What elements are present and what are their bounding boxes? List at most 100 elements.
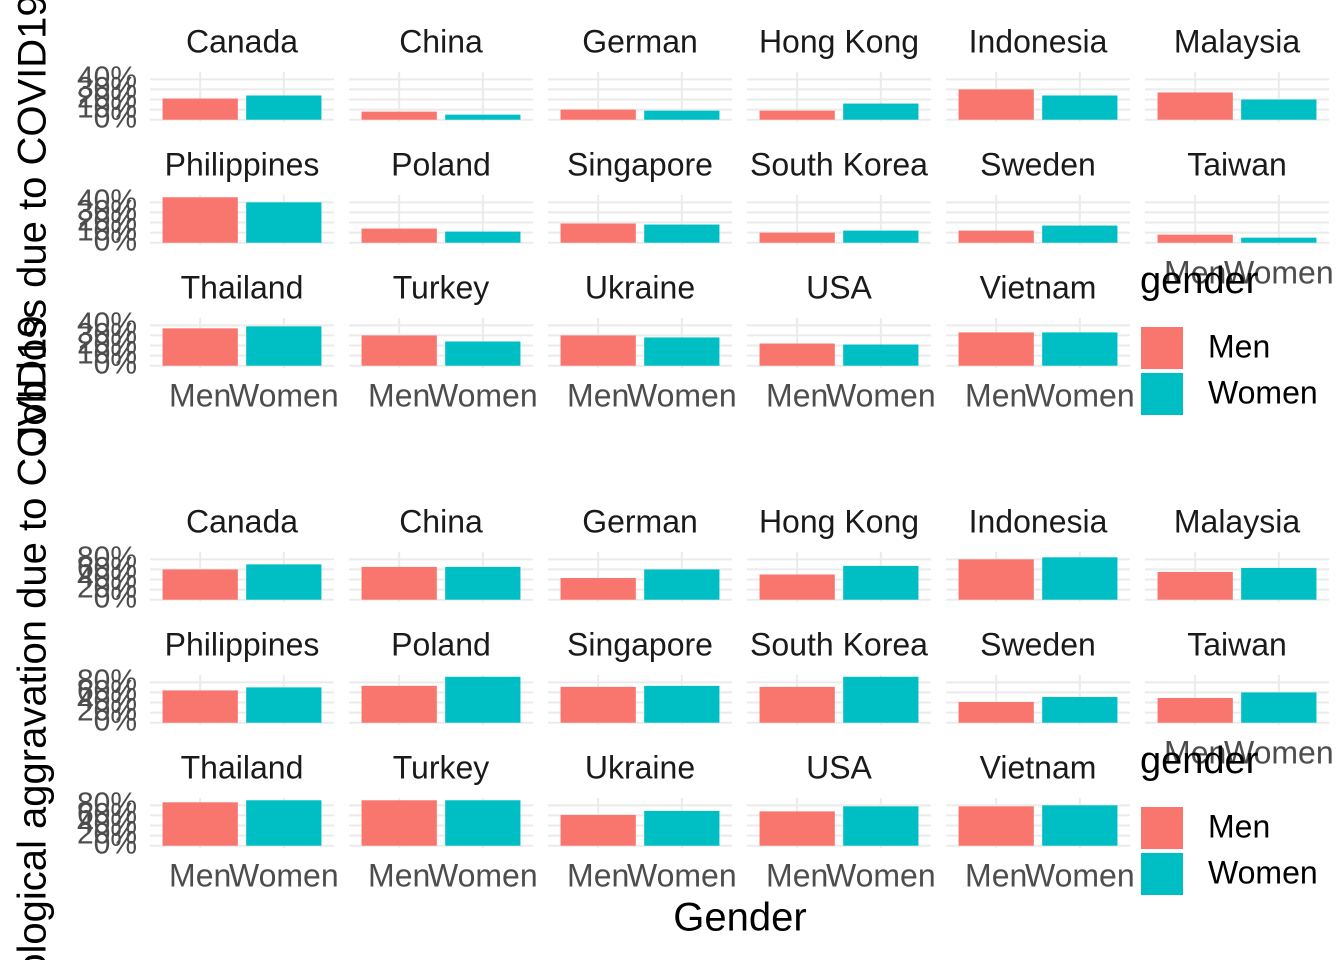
x-tick-label: Men	[766, 857, 828, 893]
bar	[1042, 696, 1118, 723]
legend-key	[1141, 373, 1183, 415]
strip-label: South Korea	[750, 626, 928, 662]
bar	[445, 800, 521, 846]
bar	[843, 344, 919, 366]
bar	[958, 806, 1034, 846]
bar	[1157, 571, 1233, 600]
bar	[560, 578, 636, 600]
bar	[162, 802, 238, 846]
bar	[759, 686, 835, 723]
y-tick-label: 0%	[94, 828, 137, 861]
legend-key	[1141, 853, 1183, 895]
y-tick-label: 80%	[77, 664, 137, 697]
x-tick-label: Women	[428, 857, 538, 893]
y-tick-label: 40%	[77, 684, 137, 717]
y-tick-label: 20%	[77, 327, 137, 360]
strip-label: Singapore	[567, 146, 713, 182]
bar	[361, 566, 437, 600]
bar	[1241, 237, 1317, 243]
y-tick-label: 10%	[77, 215, 137, 248]
bar	[246, 202, 322, 243]
x-tick-label: Men	[368, 857, 430, 893]
x-tick-label: Men	[169, 857, 231, 893]
y-tick-label: 80%	[77, 787, 137, 820]
y-tick-label: 40%	[77, 807, 137, 840]
y-tick-label: 20%	[77, 572, 137, 605]
bar	[361, 335, 437, 366]
legend-key	[1141, 807, 1183, 849]
strip-label: China	[399, 503, 483, 539]
y-tick-label: 60%	[77, 551, 137, 584]
bar	[1042, 805, 1118, 846]
strip-label: Poland	[391, 146, 491, 182]
bar	[162, 690, 238, 723]
legend-title: gender	[1140, 740, 1259, 782]
bar	[644, 337, 720, 366]
y-tick-label: 40%	[77, 184, 137, 217]
bar	[958, 559, 1034, 600]
x-tick-label: Women	[1224, 734, 1334, 770]
bar	[1241, 692, 1317, 723]
bar	[560, 335, 636, 366]
y-tick-label: 60%	[77, 674, 137, 707]
y-tick-label: 40%	[77, 61, 137, 94]
strip-label: Vietnam	[980, 269, 1097, 305]
bar	[560, 686, 636, 723]
x-tick-label: Women	[1025, 857, 1135, 893]
bar	[246, 326, 322, 366]
bar	[1042, 557, 1118, 600]
bar	[843, 103, 919, 120]
bar	[1042, 95, 1118, 120]
bar	[1241, 567, 1317, 600]
y-tick-label: 0%	[94, 582, 137, 615]
y-tick-label: 30%	[77, 194, 137, 227]
legend-label: Men	[1208, 808, 1270, 844]
strip-label: Thailand	[181, 269, 304, 305]
y-tick-label: 20%	[77, 81, 137, 114]
y-tick-label: 0%	[94, 705, 137, 738]
bar	[445, 114, 521, 120]
bar	[560, 814, 636, 846]
bar	[843, 806, 919, 846]
y-tick-label: 30%	[77, 317, 137, 350]
legend-title: gender	[1140, 260, 1259, 302]
strip-label: Turkey	[393, 749, 490, 785]
bar	[1241, 99, 1317, 120]
y-tick-label: 40%	[77, 561, 137, 594]
legend-label: Women	[1208, 374, 1318, 410]
x-tick-label: Women	[229, 377, 339, 413]
y-tick-label: 40%	[77, 307, 137, 340]
bar	[644, 685, 720, 723]
bar	[644, 569, 720, 600]
y-tick-label: 20%	[77, 204, 137, 237]
strip-label: South Korea	[750, 146, 928, 182]
x-tick-label: Men	[965, 377, 1027, 413]
strip-label: German	[582, 503, 698, 539]
strip-label: Ukraine	[585, 749, 695, 785]
strip-label: Canada	[186, 503, 298, 539]
strip-label: Sweden	[980, 146, 1096, 182]
strip-label: Philippines	[165, 626, 320, 662]
strip-label: Malaysia	[1174, 23, 1300, 59]
y-tick-label: 20%	[77, 818, 137, 851]
bar	[644, 810, 720, 846]
strip-label: Philippines	[165, 146, 320, 182]
bar	[162, 197, 238, 243]
x-tick-label: Men	[567, 377, 629, 413]
strip-label: Malaysia	[1174, 503, 1300, 539]
x-tick-label: Men	[1164, 254, 1226, 290]
strip-label: Canada	[186, 23, 298, 59]
bar	[759, 232, 835, 243]
strip-label: China	[399, 23, 483, 59]
bar	[162, 328, 238, 366]
bar	[958, 89, 1034, 120]
y-tick-label: 10%	[77, 92, 137, 125]
strip-label: Vietnam	[980, 749, 1097, 785]
strip-label: USA	[806, 749, 872, 785]
strip-label: Ukraine	[585, 269, 695, 305]
y-tick-label: 0%	[94, 102, 137, 135]
y-axis-title: Psychological aggravation due to COVID19	[11, 315, 55, 960]
bar	[759, 574, 835, 600]
bar	[560, 223, 636, 243]
